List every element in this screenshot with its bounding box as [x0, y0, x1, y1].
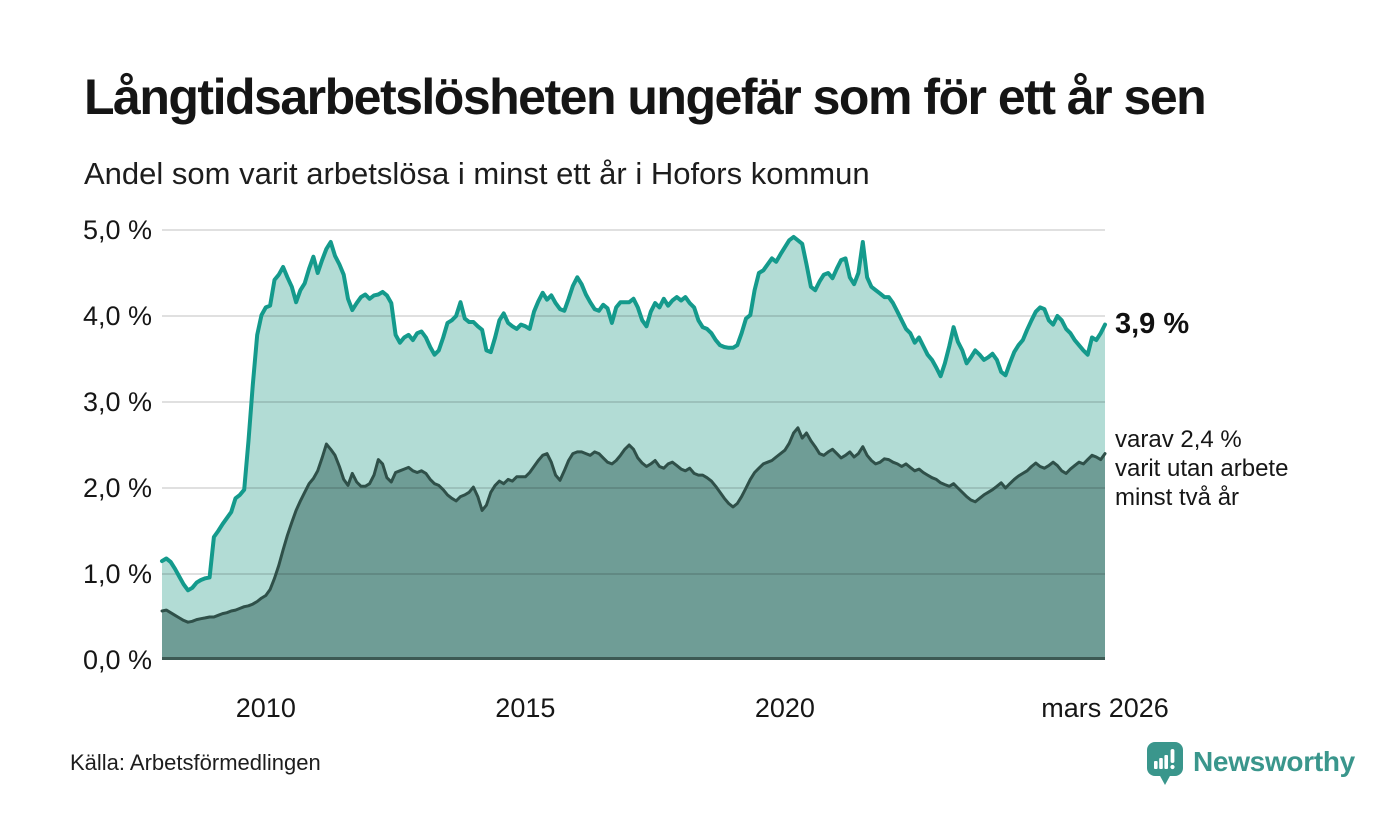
secondary-annotation-line: varav 2,4 % — [1115, 425, 1242, 453]
latest-value-annotation: 3,9 % — [1115, 307, 1190, 340]
x-axis-tick-label: 2015 — [495, 693, 556, 723]
newsworthy-wordmark: Newsworthy — [1193, 746, 1355, 777]
x-axis-tick-label: mars 2026 — [1041, 693, 1169, 723]
y-axis-tick-label: 4,0 % — [82, 301, 152, 331]
chart-title: Långtidsarbetslösheten ungefär som för e… — [84, 69, 1207, 125]
secondary-annotation: varav 2,4 % varit utan arbete minst två … — [1115, 425, 1288, 512]
x-axis-tick-label: 2010 — [235, 693, 296, 723]
chart-subtitle: Andel som varit arbetslösa i minst ett å… — [84, 156, 870, 191]
newsworthy-logo: Newsworthy — [1147, 742, 1355, 786]
y-axis-tick-label: 3,0 % — [82, 387, 152, 417]
y-axis-tick-label: 0,0 % — [82, 645, 152, 675]
series-area — [162, 427, 1105, 660]
secondary-annotation-line: varit utan arbete — [1115, 454, 1289, 482]
series-line — [160, 426, 1107, 624]
source-credit: Källa: Arbetsförmedlingen — [70, 750, 321, 775]
y-axis-tick-label: 1,0 % — [82, 559, 152, 589]
x-axis-tick-label: 2020 — [754, 693, 815, 723]
unemployment-area-chart — [160, 229, 1107, 660]
series-line — [160, 234, 1107, 593]
secondary-annotation-line: minst två år — [1115, 483, 1240, 511]
y-axis-tick-label: 5,0 % — [82, 215, 152, 245]
y-axis-tick-label: 2,0 % — [82, 473, 152, 503]
newsworthy-bubble-chart-icon — [1147, 742, 1183, 785]
